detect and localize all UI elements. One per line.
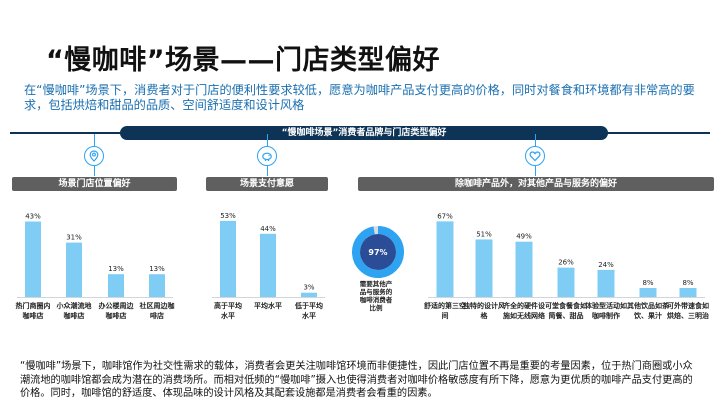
tick-label: 烘焙、三明治 bbox=[667, 311, 709, 320]
bar bbox=[25, 221, 41, 297]
footer-text: “慢咖啡”场景下，咖啡馆作为社交性需求的载体，消费者会更关注咖啡馆环境而非便捷性… bbox=[20, 361, 693, 399]
data-label: 44% bbox=[260, 225, 276, 233]
connector-line bbox=[267, 134, 268, 146]
page-title: “慢咖啡”场景——门店类型偏好 bbox=[46, 45, 440, 76]
tick-label: 社区周边咖 bbox=[139, 301, 175, 310]
chart-title-other-services: 除咖啡产品外，对其他产品与服务的偏好 bbox=[358, 177, 714, 191]
pie-center bbox=[360, 234, 396, 270]
location-pin-icon bbox=[84, 146, 104, 166]
tick-label: 简餐、甜品 bbox=[549, 311, 584, 320]
tick-label: 咖啡制作 bbox=[592, 311, 620, 320]
tick-label: 咖啡店 bbox=[106, 311, 127, 320]
tick-label: 平均水平 bbox=[254, 301, 282, 310]
data-label: 43% bbox=[25, 213, 41, 221]
tick-label: 可堂食餐食如 bbox=[545, 301, 587, 310]
bar bbox=[515, 241, 533, 297]
bar bbox=[639, 287, 657, 297]
tick-label: 齐全的硬件设 bbox=[503, 301, 546, 310]
tick-label: 独特的设计风 bbox=[462, 301, 505, 310]
tick-label: 啡店 bbox=[150, 311, 164, 320]
data-label: 51% bbox=[476, 230, 492, 238]
data-label: 31% bbox=[66, 234, 82, 242]
tick-label: 饮、果汁 bbox=[633, 311, 662, 320]
bar bbox=[301, 292, 317, 297]
connector-line bbox=[535, 134, 536, 146]
piggy-bank-icon bbox=[257, 146, 277, 166]
bar bbox=[220, 220, 236, 297]
tick-label: 高于平均 bbox=[214, 301, 242, 310]
bar bbox=[108, 274, 124, 297]
data-label: 8% bbox=[682, 279, 693, 287]
pie-value-label: 97% bbox=[368, 248, 387, 257]
pie-slice bbox=[352, 226, 404, 278]
tick-label: 办公楼周边 bbox=[99, 301, 135, 310]
chart-title-location: 场景门店位置偏好 bbox=[12, 177, 177, 191]
section-banner: “慢咖啡场景”消费者品牌与门店类型偏好 bbox=[120, 126, 608, 140]
data-label: 3% bbox=[303, 284, 314, 292]
tick-label: 舒适的第三空 bbox=[424, 301, 466, 310]
bar bbox=[597, 269, 615, 297]
bar bbox=[679, 287, 697, 297]
tick-label: 水平 bbox=[302, 311, 316, 320]
bar bbox=[436, 221, 454, 297]
data-label: 13% bbox=[149, 265, 165, 273]
data-label: 49% bbox=[516, 233, 532, 241]
data-label: 8% bbox=[642, 279, 653, 287]
chart-title-payment: 场景支付意愿 bbox=[206, 177, 328, 191]
connector-line bbox=[94, 134, 95, 146]
connector-line bbox=[94, 166, 95, 176]
tick-label: 热门商圈内 bbox=[16, 301, 51, 310]
tick-label: 体验型活动如 bbox=[585, 301, 627, 310]
bar bbox=[66, 242, 82, 297]
pie-caption: 需要其他产品与服务的咖啡消费者比例 bbox=[359, 280, 393, 312]
tick-label: 小众潮流地 bbox=[56, 301, 92, 310]
tick-label: 水平 bbox=[221, 311, 235, 320]
heart-icon bbox=[525, 146, 545, 166]
data-label: 53% bbox=[220, 212, 236, 220]
page-subtitle: 在“慢咖啡”场景下，消费者对于门店的便利性要求较低，愿意为咖啡产品支付更高的价格… bbox=[24, 83, 695, 112]
bar bbox=[557, 267, 575, 297]
bar bbox=[260, 233, 276, 297]
data-label: 26% bbox=[558, 259, 574, 267]
tick-label: 施如无线网络 bbox=[503, 311, 545, 320]
tick-label: 格 bbox=[481, 311, 489, 320]
data-label: 24% bbox=[598, 261, 614, 269]
bar bbox=[475, 239, 493, 297]
bar bbox=[149, 274, 165, 297]
data-label: 13% bbox=[108, 265, 124, 273]
tick-label: 其他饮品如茶 bbox=[627, 301, 670, 310]
connector-line bbox=[267, 166, 268, 176]
tick-label: 可外带速食如 bbox=[667, 301, 709, 310]
tick-label: 咖啡店 bbox=[64, 311, 85, 320]
connector-line bbox=[535, 166, 536, 176]
tick-label: 间 bbox=[442, 311, 449, 320]
tick-label: 低于平均 bbox=[294, 301, 323, 310]
tick-label: 咖啡店 bbox=[23, 311, 44, 320]
data-label: 67% bbox=[437, 212, 453, 220]
